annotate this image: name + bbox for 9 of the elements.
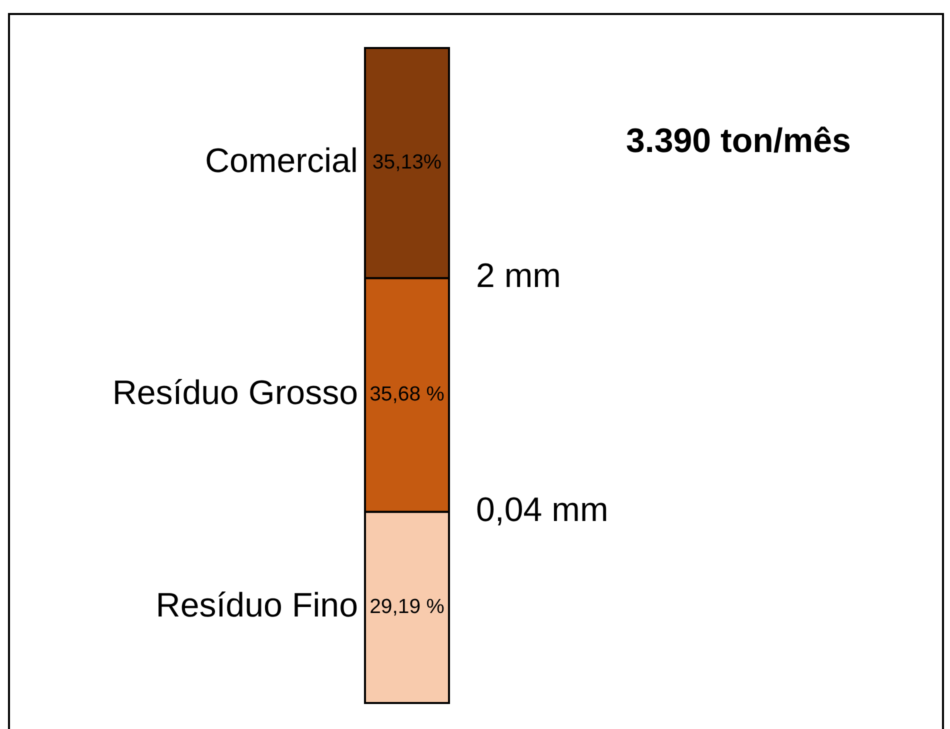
data-label: 29,19 % [370, 596, 444, 618]
data-label: 35,68 % [370, 383, 444, 406]
series-label: Resíduo Grosso [112, 374, 358, 412]
data-label: 35,13% [372, 151, 442, 174]
text: 3.390 ton/mês [626, 122, 851, 160]
series-label: Resíduo Fino [156, 586, 358, 624]
text: 2 mm [476, 257, 561, 296]
series-label: Comercial [204, 142, 358, 180]
text: 0,04 mm [476, 490, 608, 529]
